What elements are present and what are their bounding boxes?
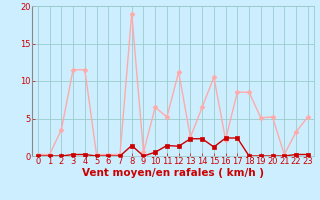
X-axis label: Vent moyen/en rafales ( km/h ): Vent moyen/en rafales ( km/h )	[82, 168, 264, 178]
